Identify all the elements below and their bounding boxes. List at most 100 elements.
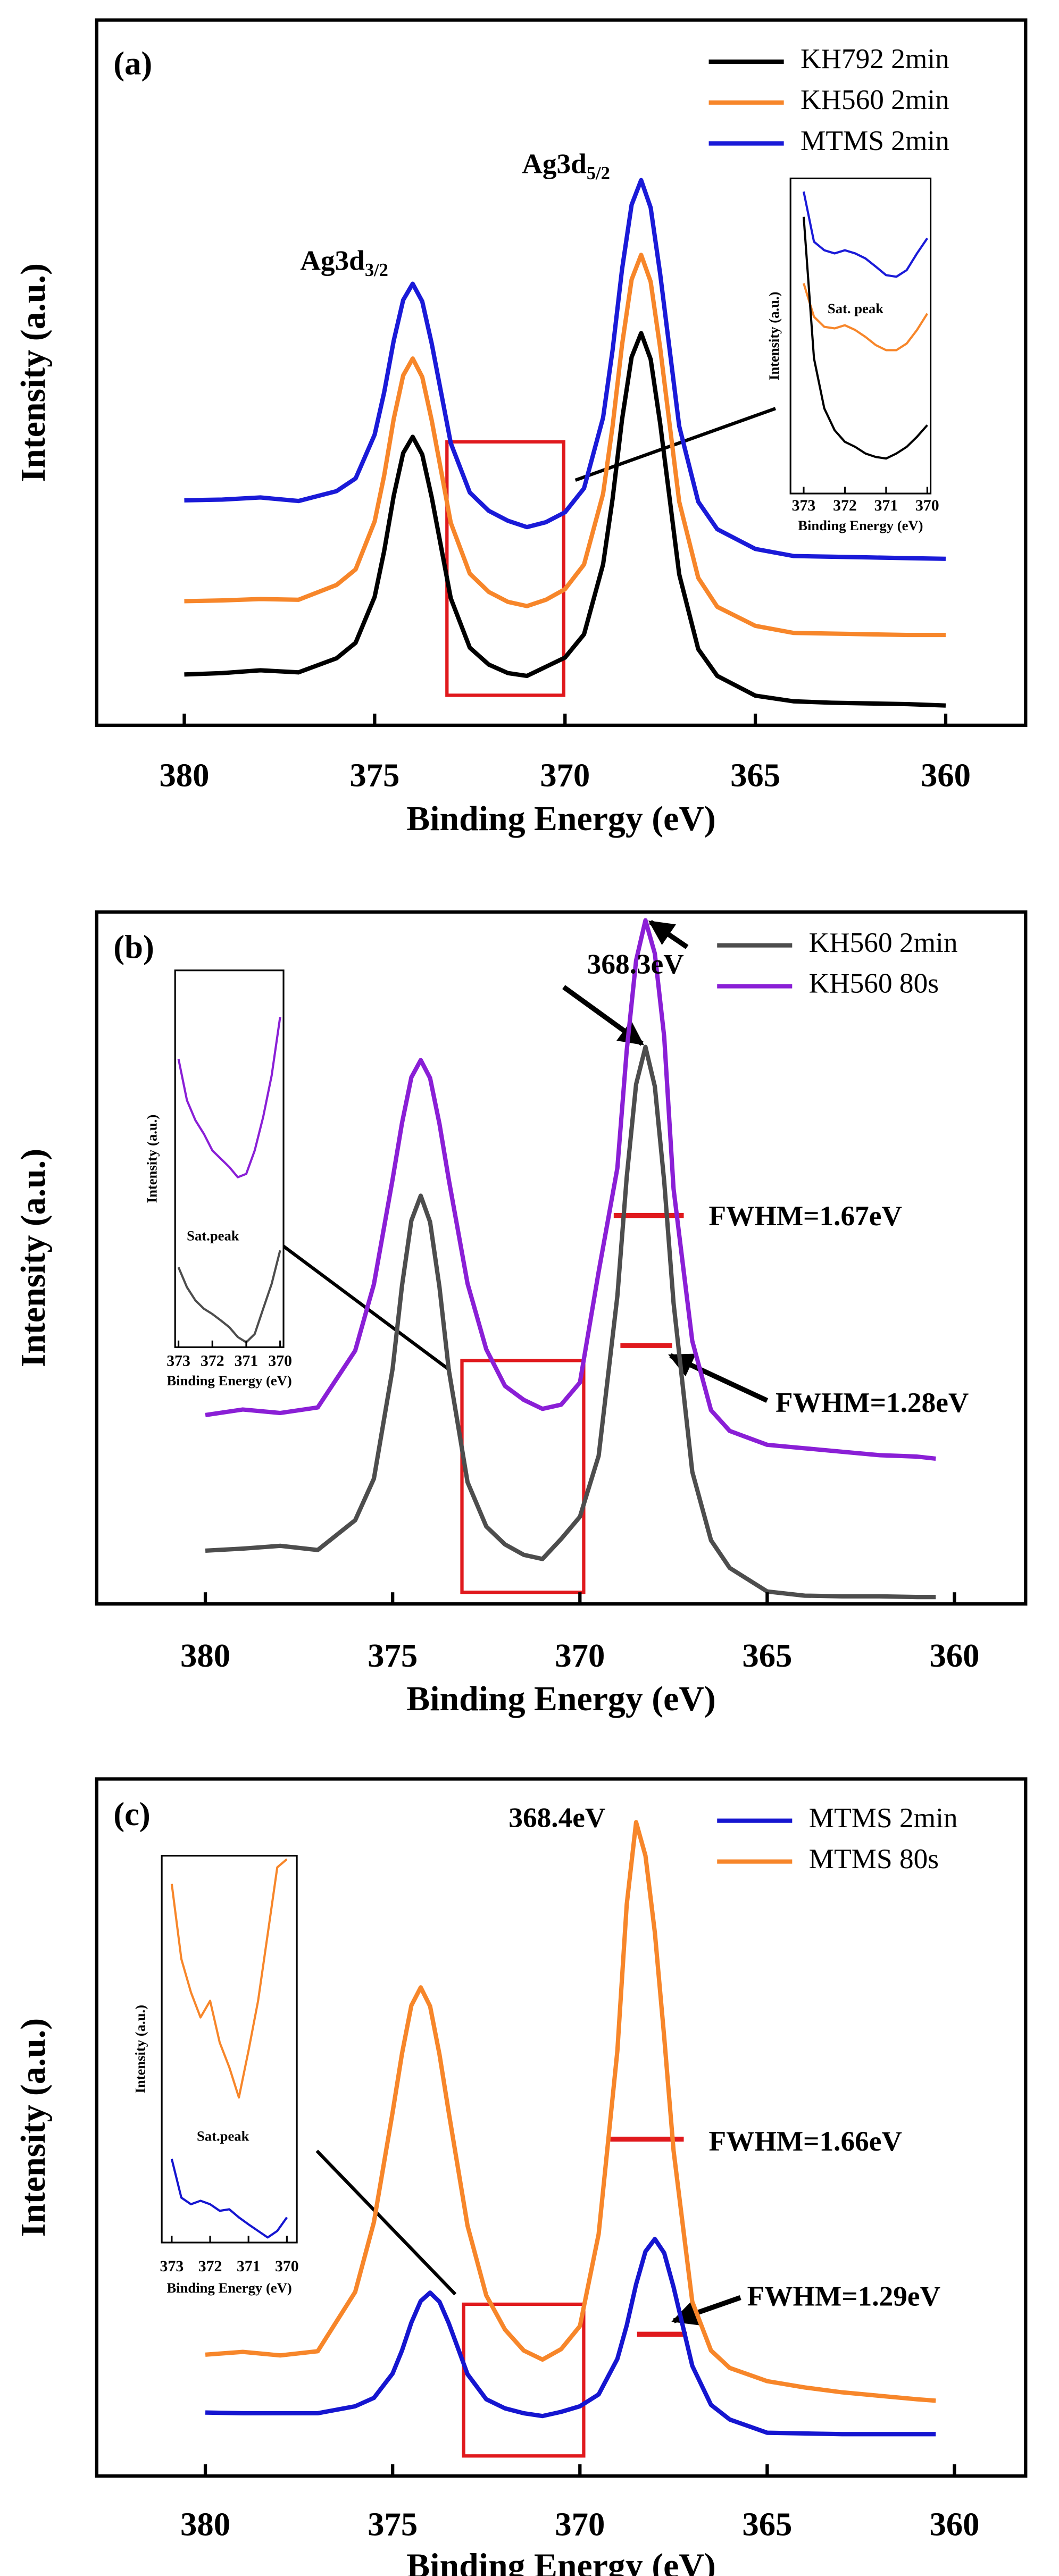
data-line <box>184 331 946 708</box>
x-axis-label: Binding Energy (eV) <box>406 1679 716 1718</box>
x-tick-label: 360 <box>921 757 971 794</box>
annotation: FWHM=1.67eV <box>709 1200 902 1232</box>
plot-area <box>177 1017 281 1344</box>
y-axis-label: Intensity (a.u.) <box>132 2005 148 2094</box>
data-line <box>205 2237 936 2437</box>
panel: 380 375 370 365 360 Binding Energy (eV) Intens… <box>14 910 1028 1718</box>
annotation: Sat.peak <box>197 2128 249 2144</box>
x-axis-label: Binding Energy (eV) <box>798 517 923 533</box>
panel: 380 375 370 365 360 Binding Energy (eV) Intens… <box>14 1777 1028 2576</box>
legend-label: KH560 2min <box>809 927 958 958</box>
x-tick-label: 370 <box>540 757 590 794</box>
plot-frame <box>789 177 932 495</box>
annotation-text: FWHM=1.67eV <box>709 1200 902 1232</box>
inset: 373 372 371 370 Binding Energy (eV) Intensity… <box>132 1854 299 2296</box>
annotation-text: FWHM=1.28eV <box>776 1387 969 1418</box>
data-line <box>205 1044 936 1600</box>
data-line <box>205 1820 936 2403</box>
plot-frame <box>95 910 1028 1606</box>
x-tick-label: 373 <box>166 1352 190 1369</box>
y-axis-label: Intensity (a.u.) <box>14 263 53 482</box>
x-tick-label: 372 <box>833 497 857 514</box>
legend-label: KH560 80s <box>809 968 939 999</box>
legend-label: MTMS 80s <box>809 1843 939 1875</box>
x-axis-label: Binding Energy (eV) <box>406 799 716 838</box>
x-axis-label: Binding Energy (eV) <box>406 2547 716 2576</box>
x-tick-label: 370 <box>915 497 939 514</box>
inset: 373 372 371 370 Binding Energy (eV) Intensity… <box>766 177 939 533</box>
x-tick-label: 370 <box>268 1352 292 1369</box>
x-tick-label: 373 <box>792 497 816 514</box>
plot-area <box>170 1858 288 2239</box>
x-tick-label: 365 <box>730 757 780 794</box>
annotation: FWHM=1.28eV <box>776 1387 969 1418</box>
plot-frame <box>95 1777 1028 2478</box>
annotation: Sat. peak <box>828 300 883 316</box>
zoom-box <box>460 1359 586 1594</box>
inset-background <box>175 970 284 1348</box>
annotation-text: Sat. peak <box>828 300 883 316</box>
y-axis-label: Intensity (a.u.) <box>766 291 782 380</box>
x-tick-label: 380 <box>180 2505 230 2542</box>
data-line <box>803 283 929 352</box>
zoom-connector <box>315 2150 457 2296</box>
y-axis-label: Intensity (a.u.) <box>14 1149 53 1367</box>
x-tick-label: 380 <box>180 1637 230 1674</box>
annotation-subscript: 5/2 <box>587 163 610 183</box>
data-line <box>803 191 929 278</box>
data-line <box>205 918 936 1461</box>
plot-frame <box>174 969 285 1348</box>
x-tick-label: 371 <box>235 1352 259 1369</box>
legend-label: KH792 2min <box>800 43 949 74</box>
data-line <box>184 178 946 561</box>
plot-area <box>184 178 946 708</box>
annotation: 368.4eV <box>508 1802 605 1834</box>
x-tick-label: 375 <box>368 1637 418 1674</box>
annotation-text: FWHM=1.66eV <box>709 2126 902 2157</box>
data-line <box>170 1858 288 2099</box>
annotation: Ag3d3/2 <box>300 245 388 280</box>
x-tick-label: 375 <box>349 757 399 794</box>
annotation-text: FWHM=1.29eV <box>747 2281 940 2312</box>
zoom-box <box>462 2302 586 2458</box>
annotation-text: Sat.peak <box>187 1227 239 1243</box>
inset-background <box>162 1855 297 2243</box>
x-tick-label: 373 <box>160 2257 184 2275</box>
annotation-subscript: 3/2 <box>365 260 388 280</box>
annotation-text: Ag3d <box>300 245 365 277</box>
legend-label: MTMS 2min <box>800 125 949 156</box>
y-axis-label: Intensity (a.u.) <box>14 2018 53 2237</box>
data-line <box>177 1250 281 1344</box>
annotation: FWHM=1.29eV <box>747 2281 940 2312</box>
annotation: Sat.peak <box>187 1227 239 1243</box>
x-tick-label: 380 <box>159 757 209 794</box>
x-tick-label: 371 <box>874 497 898 514</box>
annotation-text: 368.3eV <box>587 949 684 980</box>
inset: 373 372 371 370 Binding Energy (eV) Intensity… <box>144 969 292 1389</box>
inset-background <box>790 178 931 494</box>
arrow <box>668 1353 769 1403</box>
x-tick-label: 372 <box>198 2257 222 2275</box>
data-line <box>177 1017 281 1178</box>
panel: 380 375 370 365 360 Binding Energy (eV) Intens… <box>14 18 1028 838</box>
annotation: FWHM=1.66eV <box>709 2126 902 2157</box>
x-tick-label: 370 <box>555 2505 605 2542</box>
plot-area <box>205 1820 936 2437</box>
y-axis-label: Intensity (a.u.) <box>144 1115 160 1203</box>
x-axis-label: Binding Energy (eV) <box>166 1373 291 1389</box>
legend-label: KH560 2min <box>800 84 949 115</box>
annotation: 368.3eV <box>587 949 684 980</box>
plot-area <box>205 918 936 1600</box>
panel-label: (b) <box>113 928 154 965</box>
x-tick-label: 360 <box>929 1637 979 1674</box>
data-line <box>170 2159 288 2239</box>
arrow <box>648 919 689 949</box>
x-tick-label: 365 <box>742 1637 792 1674</box>
x-tick-label: 360 <box>929 2505 979 2542</box>
data-line <box>802 216 928 460</box>
plot-area <box>802 191 929 460</box>
data-line <box>184 253 946 638</box>
x-tick-label: 370 <box>555 1637 605 1674</box>
legend-label: MTMS 2min <box>809 1802 958 1834</box>
